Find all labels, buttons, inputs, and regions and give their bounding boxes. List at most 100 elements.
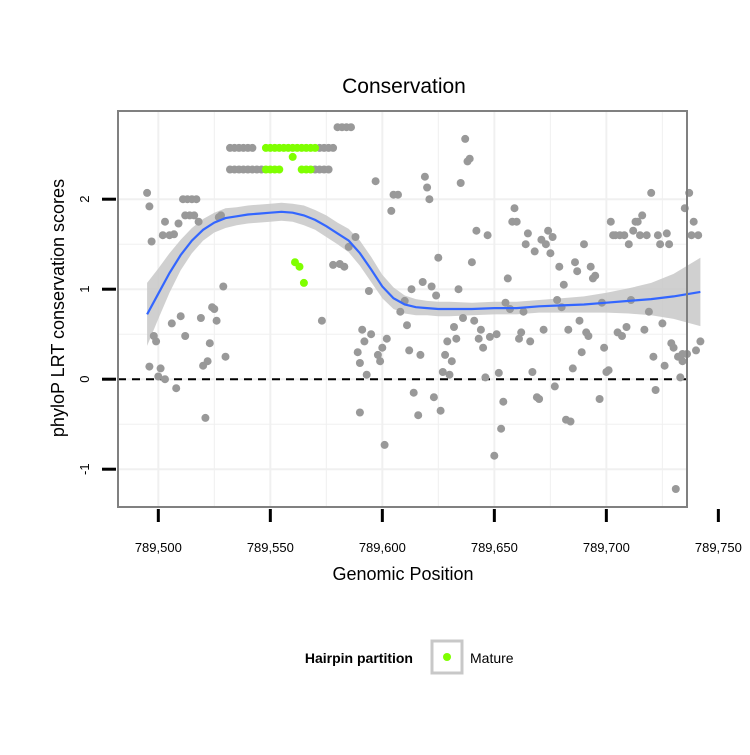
data-point — [360, 337, 368, 345]
data-point — [354, 348, 362, 356]
data-point — [175, 220, 183, 228]
data-point — [551, 382, 559, 390]
data-point — [479, 344, 487, 352]
data-point — [222, 353, 230, 361]
data-point — [524, 229, 532, 237]
data-point — [387, 207, 395, 215]
data-point — [145, 363, 153, 371]
data-point — [352, 233, 360, 241]
x-tick-label: 789,600 — [359, 540, 406, 555]
data-point — [430, 393, 438, 401]
data-point — [177, 312, 185, 320]
data-point — [356, 359, 364, 367]
data-point — [553, 296, 561, 304]
data-point — [423, 184, 431, 192]
data-point — [647, 189, 655, 197]
data-point — [576, 317, 584, 325]
data-point — [546, 249, 554, 257]
data-point — [378, 344, 386, 352]
data-point — [365, 287, 373, 295]
data-point-mature — [275, 166, 283, 174]
data-point — [419, 278, 427, 286]
data-point — [654, 231, 662, 239]
data-point — [569, 364, 577, 372]
data-point — [520, 308, 528, 316]
data-point — [531, 247, 539, 255]
data-point — [394, 191, 402, 199]
data-point — [248, 144, 256, 152]
data-point — [329, 144, 337, 152]
data-point — [410, 389, 418, 397]
data-point — [437, 407, 445, 415]
data-point — [340, 263, 348, 271]
data-point — [542, 240, 550, 248]
data-point — [549, 233, 557, 241]
data-point — [206, 339, 214, 347]
data-point — [383, 335, 391, 343]
data-point — [143, 189, 151, 197]
data-point — [432, 292, 440, 300]
data-point — [455, 285, 463, 293]
data-point — [607, 218, 615, 226]
data-point — [213, 317, 221, 325]
data-point — [363, 371, 371, 379]
data-point — [645, 308, 653, 316]
x-tick-label: 789,750 — [695, 540, 742, 555]
data-point — [652, 386, 660, 394]
data-point — [692, 346, 700, 354]
data-point — [181, 332, 189, 340]
data-point — [625, 240, 633, 248]
legend-entry-mature: Mature — [470, 650, 514, 666]
data-point — [428, 283, 436, 291]
data-point — [526, 337, 534, 345]
x-tick-label: 789,700 — [583, 540, 630, 555]
data-point — [448, 357, 456, 365]
data-point — [470, 317, 478, 325]
data-point — [511, 204, 519, 212]
data-point — [318, 317, 326, 325]
data-point — [528, 368, 536, 376]
data-point — [414, 411, 422, 419]
data-point — [679, 357, 687, 365]
data-point — [405, 346, 413, 354]
data-point-mature — [307, 166, 315, 174]
data-point — [672, 485, 680, 493]
y-tick-label: 2 — [77, 196, 92, 203]
data-point — [381, 441, 389, 449]
data-point — [694, 231, 702, 239]
y-tick-label: 0 — [77, 376, 92, 383]
data-point — [560, 281, 568, 289]
data-point — [201, 414, 209, 422]
data-point — [168, 319, 176, 327]
data-point — [421, 173, 429, 181]
x-tick-label: 789,550 — [247, 540, 294, 555]
x-tick-label: 789,650 — [471, 540, 518, 555]
y-axis-label: phyloP LRT conservation scores — [48, 179, 68, 437]
legend-title: Hairpin partition — [305, 650, 413, 666]
data-point — [172, 384, 180, 392]
data-point — [656, 240, 664, 248]
data-point — [679, 350, 687, 358]
data-point — [573, 267, 581, 275]
data-point — [372, 177, 380, 185]
data-point — [658, 319, 666, 327]
data-point — [600, 344, 608, 352]
data-point — [452, 335, 460, 343]
data-point-mature — [296, 263, 304, 271]
data-point — [477, 326, 485, 334]
data-point — [446, 371, 454, 379]
data-point — [450, 323, 458, 331]
data-point — [605, 366, 613, 374]
data-point — [555, 263, 563, 271]
data-point-mature — [300, 279, 308, 287]
data-point — [152, 337, 160, 345]
data-point — [475, 335, 483, 343]
data-point — [596, 395, 604, 403]
data-point — [376, 357, 384, 365]
data-point — [643, 231, 651, 239]
data-point — [441, 351, 449, 359]
data-point — [629, 227, 637, 235]
data-point — [499, 398, 507, 406]
legend-mature-swatch — [443, 653, 451, 661]
